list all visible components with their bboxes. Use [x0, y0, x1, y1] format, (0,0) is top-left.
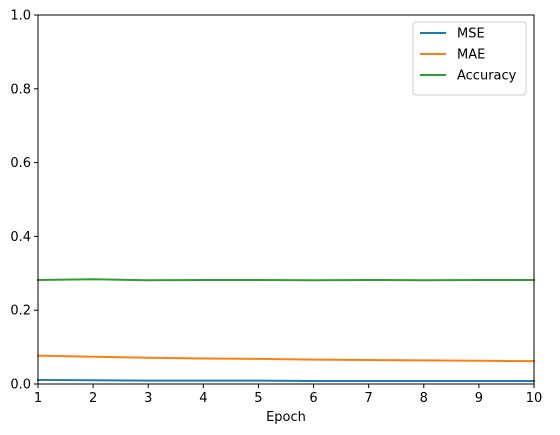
y-tick-label: 0.4: [10, 230, 31, 245]
legend-label: MAE: [457, 48, 485, 63]
x-tick-label: 1: [34, 391, 42, 406]
x-axis-label: Epoch: [266, 410, 306, 425]
legend-box: [412, 21, 527, 96]
x-tick-label: 6: [309, 391, 317, 406]
series-line-mae: [36, 354, 536, 363]
legend-label: MSE: [457, 27, 485, 42]
series-line-accuracy: [36, 278, 535, 282]
series-line-mse: [36, 378, 535, 383]
x-tick-label: 4: [199, 391, 207, 406]
x-tick-label: 10: [526, 391, 543, 406]
x-tick-label: 8: [420, 391, 428, 406]
y-tick-label: 1.0: [10, 9, 31, 24]
x-tick-label: 2: [89, 391, 97, 406]
x-tick-label: 5: [254, 391, 262, 406]
x-tick-label: 3: [144, 391, 152, 406]
y-tick-label: 0.6: [10, 156, 31, 171]
legend-label: Accuracy: [457, 69, 517, 84]
y-tick-label: 0.0: [10, 378, 31, 393]
y-tick-label: 0.2: [10, 304, 31, 319]
plot-area: 1 2 3 4 5 6 7 8 9 10 0.0 0.2 0.4 0.6 0.8 1.0: [10, 9, 542, 407]
plot-frame: [37, 14, 535, 385]
y-tick-label: 0.8: [10, 82, 31, 97]
x-tick-label: 7: [365, 391, 373, 406]
x-tick-label: 9: [475, 391, 483, 406]
legend: MSE MAE Accuracy: [412, 21, 527, 96]
